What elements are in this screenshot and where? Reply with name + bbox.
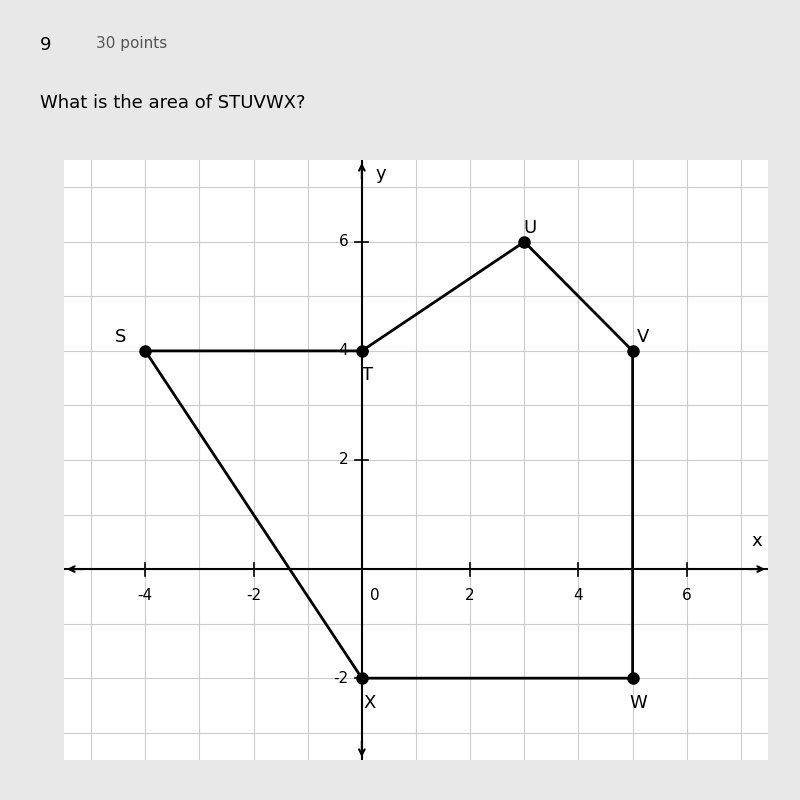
Text: 2: 2	[466, 588, 475, 603]
Text: 4: 4	[338, 343, 348, 358]
Text: 4: 4	[574, 588, 583, 603]
Text: y: y	[375, 166, 386, 183]
Text: 30 points: 30 points	[96, 36, 167, 51]
Text: -4: -4	[138, 588, 153, 603]
Text: W: W	[629, 694, 647, 712]
Text: 6: 6	[338, 234, 348, 250]
Text: What is the area of STUVWX?: What is the area of STUVWX?	[40, 94, 306, 111]
Text: x: x	[752, 532, 762, 550]
Text: 2: 2	[338, 453, 348, 467]
Text: S: S	[115, 328, 126, 346]
Text: 9: 9	[40, 36, 51, 54]
Text: -2: -2	[333, 670, 348, 686]
Text: T: T	[362, 366, 373, 385]
Text: -2: -2	[246, 588, 261, 603]
Text: U: U	[523, 219, 536, 237]
Text: 6: 6	[682, 588, 692, 603]
Text: V: V	[638, 328, 650, 346]
Text: X: X	[364, 694, 376, 712]
Text: 0: 0	[370, 588, 379, 603]
